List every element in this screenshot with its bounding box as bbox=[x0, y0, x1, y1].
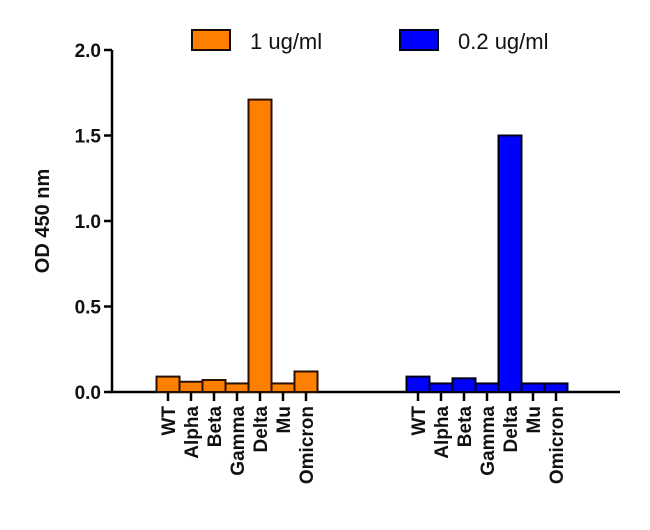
x-tick-label: Mu bbox=[274, 406, 295, 433]
x-tick-label: Delta bbox=[501, 406, 522, 453]
legend-label: 1 ug/ml bbox=[250, 29, 322, 54]
bar-beta-0-2ug bbox=[451, 377, 477, 394]
bar-delta-1ug bbox=[247, 98, 273, 393]
x-tick-label: Delta bbox=[251, 406, 272, 453]
x-tick-label: Beta bbox=[205, 406, 226, 448]
x-tick-label: WT bbox=[159, 406, 180, 436]
bar-delta-0-2ug bbox=[497, 134, 523, 393]
y-axis-ticks: 0.0 0.5 1.0 1.5 2.0 bbox=[75, 41, 112, 404]
y-tick-label: 1.0 bbox=[75, 212, 101, 233]
legend-item-0-2ug: 0.2 ug/ml bbox=[399, 29, 549, 54]
legend-item-1ug: 1 ug/ml bbox=[191, 29, 322, 54]
bar-mu-1ug bbox=[270, 382, 296, 394]
y-tick-label: 2.0 bbox=[75, 41, 101, 62]
legend-label: 0.2 ug/ml bbox=[458, 29, 549, 54]
y-axis-title: OD 450 nm bbox=[32, 169, 54, 273]
legend: 1 ug/ml 0.2 ug/ml bbox=[191, 29, 549, 54]
bar-wt-1ug bbox=[155, 375, 181, 393]
bar-gamma-1ug bbox=[224, 382, 250, 394]
legend-swatch-blue bbox=[399, 29, 439, 51]
y-tick-label: 0.0 bbox=[75, 383, 101, 404]
x-tick-label: Omicron bbox=[547, 406, 568, 484]
bar-omicron-0-2ug bbox=[543, 382, 569, 394]
bar-mu-0-2ug bbox=[520, 382, 546, 394]
x-tick-label: Gamma bbox=[228, 406, 249, 476]
x-tick-label: WT bbox=[409, 406, 430, 436]
bar-alpha-0-2ug bbox=[428, 382, 454, 394]
bar-wt-0-2ug bbox=[405, 375, 431, 393]
bar-alpha-1ug bbox=[178, 380, 204, 393]
x-axis-ticks: WT Alpha Beta Gamma Delta Mu Omicron WT Alpha Bet… bbox=[159, 392, 568, 484]
bar-gamma-0-2ug bbox=[474, 382, 500, 394]
x-tick-label: Alpha bbox=[182, 406, 203, 459]
legend-swatch-orange bbox=[191, 29, 231, 51]
x-tick-label: Gamma bbox=[478, 406, 499, 476]
bar-beta-1ug bbox=[201, 379, 227, 393]
bars bbox=[155, 98, 569, 394]
x-tick-label: Beta bbox=[455, 406, 476, 448]
x-tick-label: Omicron bbox=[297, 406, 318, 484]
x-tick-label: Alpha bbox=[432, 406, 453, 459]
bar-omicron-1ug bbox=[293, 370, 319, 394]
x-tick-label: Mu bbox=[524, 406, 545, 433]
axes bbox=[110, 50, 620, 394]
y-tick-label: 1.5 bbox=[75, 127, 102, 148]
y-tick-label: 0.5 bbox=[75, 298, 102, 319]
